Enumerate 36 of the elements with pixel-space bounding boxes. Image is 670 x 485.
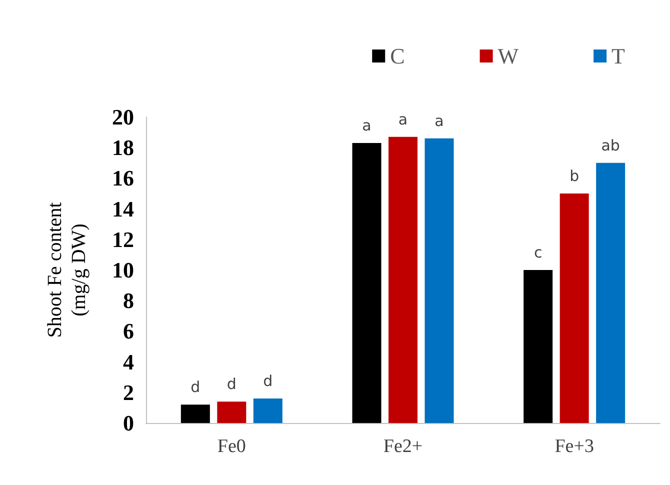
y-axis-title: Shoot Fe content (mg/g DW) bbox=[44, 202, 90, 338]
bar bbox=[424, 138, 454, 423]
y-tick-label: 4 bbox=[123, 349, 134, 374]
data-label: a bbox=[362, 116, 372, 135]
bar bbox=[596, 162, 626, 423]
x-tick-label: Fe+3 bbox=[554, 436, 594, 457]
bar bbox=[217, 402, 246, 423]
x-tick-label: Fe2+ bbox=[383, 436, 423, 457]
y-tick-label: 18 bbox=[112, 135, 134, 160]
bar bbox=[560, 194, 589, 423]
y-tick-label: 8 bbox=[123, 288, 134, 314]
legend-label: C bbox=[390, 44, 405, 68]
bar bbox=[388, 136, 418, 423]
data-label: a bbox=[434, 112, 444, 130]
y-tick-label: 14 bbox=[112, 196, 134, 222]
data-label: d bbox=[190, 378, 200, 396]
bar bbox=[352, 143, 382, 423]
legend-label: T bbox=[612, 44, 626, 68]
bar bbox=[180, 404, 210, 423]
data-label: d bbox=[263, 372, 273, 390]
bar bbox=[524, 270, 553, 423]
data-label: b bbox=[570, 167, 580, 185]
legend-label: W bbox=[498, 44, 519, 68]
y-tick-label: 12 bbox=[112, 226, 134, 252]
y-tick-label: 6 bbox=[123, 318, 134, 344]
data-label: a bbox=[398, 110, 408, 128]
x-tick-label: Fe0 bbox=[217, 436, 246, 457]
y-tick-label: 10 bbox=[112, 258, 134, 282]
y-tick-label: 0 bbox=[123, 410, 134, 436]
y-tick-label: 20 bbox=[112, 104, 134, 130]
data-label: c bbox=[534, 244, 542, 262]
data-label: d bbox=[226, 375, 236, 394]
data-label: ab bbox=[601, 136, 620, 154]
y-tick-label: 2 bbox=[123, 380, 134, 405]
bar bbox=[253, 398, 282, 423]
y-tick-label: 16 bbox=[112, 166, 134, 191]
